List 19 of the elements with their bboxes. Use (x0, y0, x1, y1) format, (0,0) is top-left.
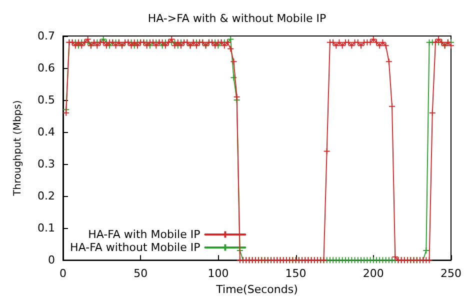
legend-label: HA-FA with Mobile IP (88, 228, 201, 241)
y-tick-label: 0 (48, 254, 55, 267)
chart-title: HA->FA with & without Mobile IP (148, 12, 327, 25)
legend-label: HA-FA without Mobile IP (70, 241, 201, 254)
y-tick-label: 0.1 (38, 222, 55, 235)
y-tick-label: 0.2 (38, 190, 55, 203)
x-tick-label: 100 (208, 267, 229, 280)
y-tick-label: 0.4 (38, 126, 55, 139)
y-axis-title: Throughput (Mbps) (12, 100, 24, 197)
y-tick-label: 0.6 (38, 62, 55, 75)
y-tick-label: 0.5 (38, 94, 55, 107)
x-tick-label: 0 (60, 267, 66, 280)
x-tick-label: 250 (440, 267, 462, 280)
x-tick-label: 50 (134, 267, 148, 280)
x-tick-label: 150 (285, 267, 306, 280)
y-tick-label: 0.3 (38, 158, 55, 171)
y-tick-label: 0.7 (38, 30, 55, 42)
x-tick-label: 200 (362, 267, 384, 280)
x-axis-title: Time(Seconds) (215, 283, 298, 296)
